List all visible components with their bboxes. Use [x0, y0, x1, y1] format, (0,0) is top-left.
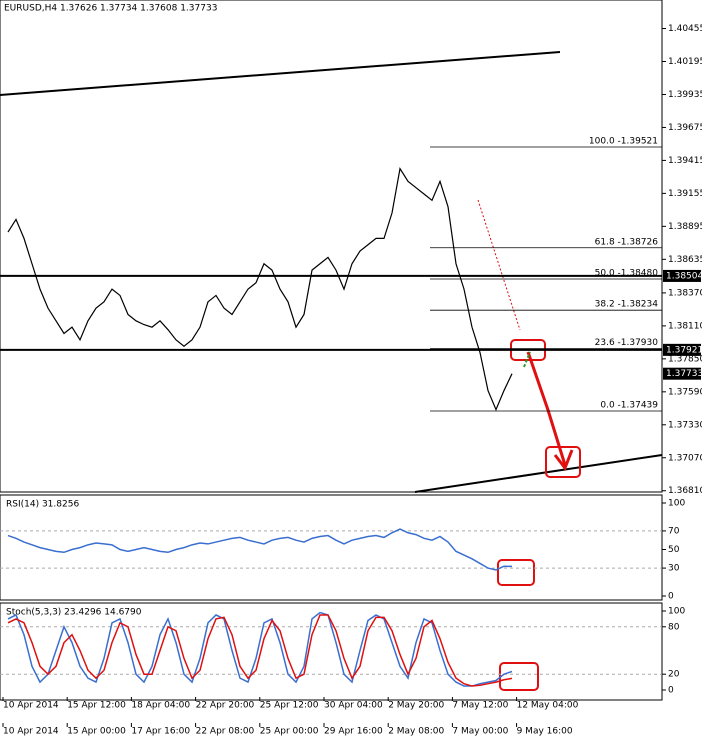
- main-panel: [0, 0, 663, 493]
- price-line: [7, 167, 513, 412]
- projection: [523, 351, 531, 368]
- chart-title: EURUSD,H4 1.37626 1.37734 1.37608 1.3773…: [4, 4, 217, 14]
- price-box: [663, 367, 701, 380]
- y-tick-label: 1.39155: [668, 189, 702, 199]
- rsi-title: RSI(14) 31.8256: [6, 500, 79, 510]
- y-tick-label: 1.37850: [668, 354, 702, 364]
- x-tick-label: 10 Apr 2014: [3, 727, 59, 737]
- x-tick-label: 2 May 08:00: [388, 727, 444, 737]
- y-tick-label: 20: [668, 670, 680, 680]
- y-tick-label: 1.37330: [668, 420, 702, 430]
- fibo-label: 38.2 -1.38234: [595, 300, 659, 310]
- x-tick-label: 25 Apr 12:00: [260, 701, 319, 711]
- trend-line: [0, 51, 561, 96]
- x-tick-label: 25 Apr 00:00: [260, 727, 319, 737]
- x-tick-label: 15 Apr 12:00: [67, 701, 126, 711]
- x-tick-label: 2 May 20:00: [388, 701, 444, 711]
- price-box: [663, 343, 701, 356]
- y-tick-label: 1.39415: [668, 156, 702, 166]
- price-label: 1.37733: [666, 369, 702, 379]
- fibo-baseline: [477, 199, 521, 331]
- x-tick-label: 22 Apr 08:00: [196, 727, 255, 737]
- highlight-box: [497, 559, 535, 586]
- y-tick-label: 1.37070: [668, 453, 702, 463]
- price-line: [7, 614, 513, 687]
- x-tick-label: 12 May 04:00: [517, 701, 579, 711]
- x-tick-label: 10 Apr 2014: [3, 701, 59, 711]
- stoch-title: Stoch(5,3,3) 23.4296 14.6790: [6, 608, 142, 618]
- highlight-box: [545, 446, 581, 478]
- x-tick-label: 30 Apr 04:00: [324, 701, 383, 711]
- y-tick-label: 1.39675: [668, 123, 702, 133]
- fibo-label: 61.8 -1.38726: [595, 237, 659, 247]
- price-line: [7, 611, 513, 687]
- y-tick-label: 1.36810: [668, 486, 702, 496]
- y-tick-label: 1.40195: [668, 57, 702, 67]
- price-box: [663, 269, 701, 282]
- fibo-label: 100.0 -1.39521: [589, 136, 658, 146]
- x-tick-label: 7 May 00:00: [452, 727, 508, 737]
- rsi-panel: [0, 494, 663, 601]
- y-tick-label: 50: [668, 545, 680, 555]
- price-line: [7, 528, 513, 571]
- y-tick-label: 30: [668, 564, 680, 574]
- y-tick-label: 1.40455: [668, 24, 702, 34]
- x-tick-label: 18 Apr 04:00: [131, 701, 190, 711]
- y-tick-label: 100: [668, 499, 685, 509]
- y-tick-label: 1.37590: [668, 387, 702, 397]
- y-tick-label: 1.38895: [668, 222, 702, 232]
- fibo-label: 50.0 -1.38480: [595, 268, 659, 278]
- fibo-label: 23.6 -1.37930: [595, 338, 659, 348]
- x-tick-label: 9 May 16:00: [517, 727, 573, 737]
- x-tick-label: 15 Apr 00:00: [67, 727, 126, 737]
- x-tick-label: 22 Apr 20:00: [196, 701, 255, 711]
- fibo-label: 0.0 -1.37439: [600, 400, 658, 410]
- x-tick-label: 17 Apr 16:00: [131, 727, 190, 737]
- arrow-head: [553, 449, 574, 472]
- y-tick-label: 1.38370: [668, 288, 702, 298]
- y-tick-label: 1.38110: [668, 321, 702, 331]
- trend-line: [414, 454, 663, 493]
- x-tick-label: 7 May 12:00: [452, 701, 508, 711]
- y-tick-label: 70: [668, 526, 680, 536]
- y-tick-label: 100: [668, 607, 685, 617]
- price-label: 1.38504: [666, 271, 702, 281]
- stoch-panel: [0, 602, 663, 701]
- y-tick-label: 0: [668, 592, 674, 602]
- y-tick-label: 80: [668, 622, 680, 632]
- y-tick-label: 1.39935: [668, 90, 702, 100]
- y-tick-label: 0: [668, 686, 674, 696]
- y-tick-label: 1.38635: [668, 255, 702, 265]
- forecast-arrow: [526, 351, 567, 466]
- x-tick-label: 29 Apr 16:00: [324, 727, 383, 737]
- price-label: 1.37921: [666, 345, 702, 355]
- highlight-box: [499, 662, 539, 691]
